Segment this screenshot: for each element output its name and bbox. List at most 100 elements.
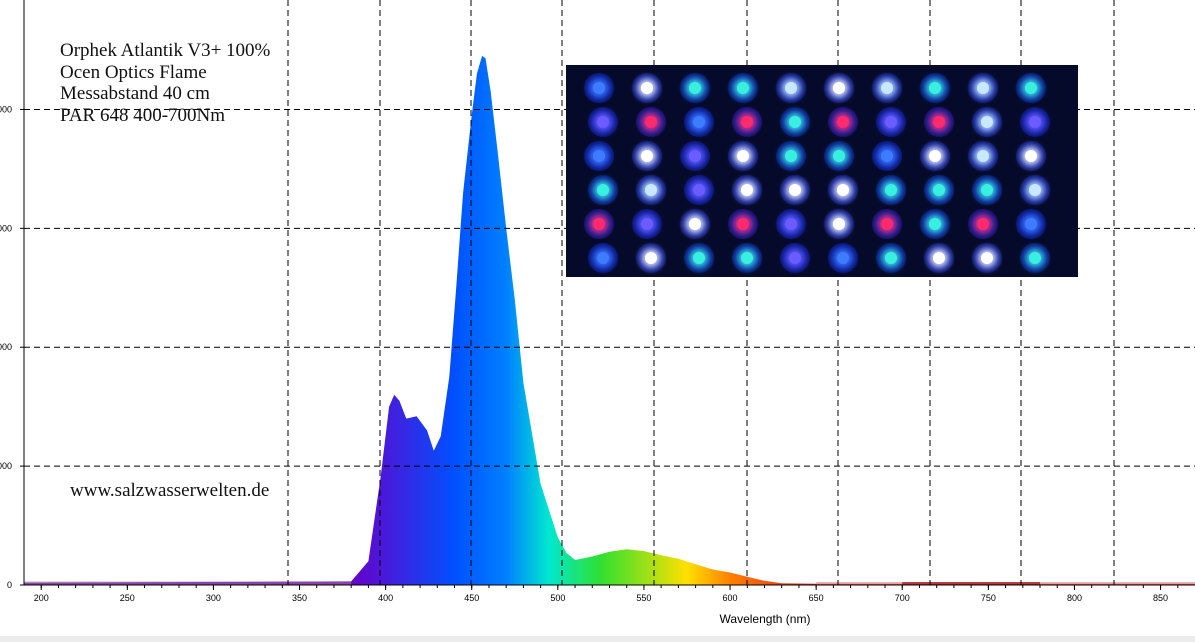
led-lens-icon (872, 141, 902, 171)
led-lens-icon (732, 175, 762, 205)
led-core (645, 116, 657, 128)
x-tick-label: 850 (1153, 593, 1168, 603)
led-core (597, 184, 609, 196)
led-core (885, 252, 897, 264)
led-lens-icon (684, 175, 714, 205)
led-lens-icon (876, 243, 906, 273)
led-lens-icon (824, 141, 854, 171)
led-core (741, 184, 753, 196)
led-lens-icon (1020, 243, 1050, 273)
x-tick-label: 250 (120, 593, 135, 603)
annotation-line-4: PAR 648 400-700Nm (60, 104, 226, 126)
x-tick-label: 750 (981, 593, 996, 603)
led-lens-icon (968, 73, 998, 103)
led-core (737, 218, 749, 230)
led-lens-icon (680, 141, 710, 171)
y-tick-label: 000 (0, 461, 12, 471)
led-lens-icon (972, 107, 1002, 137)
led-core (881, 82, 893, 94)
y-tick-label: 000 (0, 223, 12, 233)
led-lens-icon (728, 141, 758, 171)
led-lens-icon (972, 243, 1002, 273)
led-lens-icon (824, 209, 854, 239)
led-lens-icon (828, 243, 858, 273)
led-lens-icon (636, 107, 666, 137)
annotation-line-1: Orphek Atlantik V3+ 100% (60, 40, 271, 61)
x-tick-label: 450 (464, 593, 479, 603)
x-tick-label: 800 (1067, 593, 1082, 603)
led-lens-icon (636, 243, 666, 273)
led-core (597, 252, 609, 264)
led-core (833, 218, 845, 230)
led-core (1029, 116, 1041, 128)
led-lens-icon (924, 107, 954, 137)
led-core (645, 252, 657, 264)
x-tick-label: 300 (206, 593, 221, 603)
led-core (833, 150, 845, 162)
x-tick-label: 600 (723, 593, 738, 603)
led-core (933, 184, 945, 196)
led-core (1025, 218, 1037, 230)
led-lens-icon (632, 209, 662, 239)
led-core (737, 82, 749, 94)
led-lens-icon (968, 209, 998, 239)
annotation-line-2: Ocen Optics Flame (60, 61, 207, 83)
led-core (741, 116, 753, 128)
led-lens-icon (828, 107, 858, 137)
led-core (933, 116, 945, 128)
led-core (981, 184, 993, 196)
led-lens-icon (588, 107, 618, 137)
led-core (689, 150, 701, 162)
led-core (597, 116, 609, 128)
led-core (1029, 184, 1041, 196)
led-core (837, 184, 849, 196)
led-lens-icon (920, 73, 950, 103)
led-core (641, 82, 653, 94)
led-lens-icon (588, 175, 618, 205)
led-core (689, 218, 701, 230)
led-core (981, 116, 993, 128)
led-core (693, 252, 705, 264)
led-core (593, 150, 605, 162)
baseline-band-deep-red (902, 582, 1041, 585)
led-core (929, 82, 941, 94)
led-lens-icon (780, 243, 810, 273)
led-core (1029, 252, 1041, 264)
led-core (785, 150, 797, 162)
led-lens-icon (872, 73, 902, 103)
led-lens-icon (588, 243, 618, 273)
led-lens-icon (584, 141, 614, 171)
led-lens-icon (584, 209, 614, 239)
led-core (881, 150, 893, 162)
led-core (885, 116, 897, 128)
led-lens-icon (632, 73, 662, 103)
led-lens-icon (1020, 175, 1050, 205)
led-lens-icon (1016, 73, 1046, 103)
led-core (881, 218, 893, 230)
led-core (885, 184, 897, 196)
x-tick-label: 500 (550, 593, 565, 603)
led-core (785, 82, 797, 94)
led-lens-icon (732, 243, 762, 273)
x-axis-label: Wavelength (nm) (720, 612, 811, 626)
led-lens-icon (776, 209, 806, 239)
status-strip (0, 636, 1195, 642)
led-lens-icon (728, 209, 758, 239)
led-core (645, 184, 657, 196)
led-lens-icon (872, 209, 902, 239)
led-core (593, 218, 605, 230)
led-lens-icon (684, 107, 714, 137)
x-tick-label: 700 (895, 593, 910, 603)
led-core (837, 252, 849, 264)
led-core (977, 218, 989, 230)
led-core (785, 218, 797, 230)
x-tick-label: 200 (34, 593, 49, 603)
led-lens-icon (1016, 209, 1046, 239)
led-lens-icon (1016, 141, 1046, 171)
led-lens-icon (680, 209, 710, 239)
led-core (837, 116, 849, 128)
measurement-annotation: Orphek Atlantik V3+ 100% Ocen Optics Fla… (60, 40, 270, 126)
led-lens-icon (780, 107, 810, 137)
x-tick-label: 650 (809, 593, 824, 603)
led-core (933, 252, 945, 264)
